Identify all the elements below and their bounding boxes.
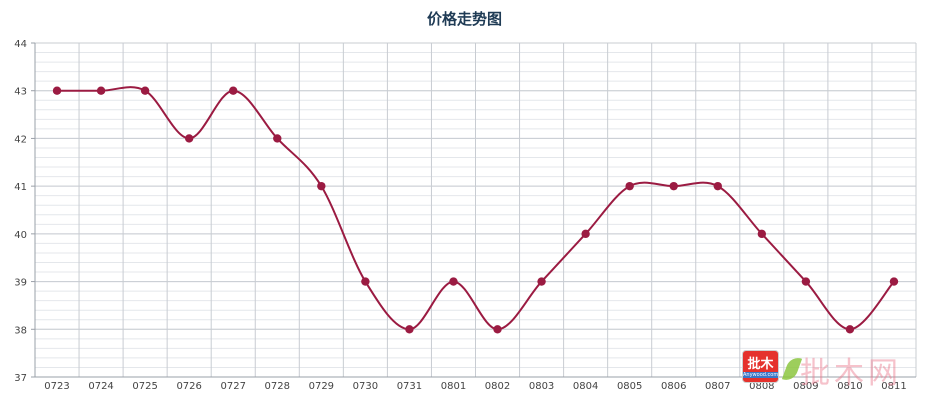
y-tick-label: 42 [14,134,27,145]
x-tick-label: 0811 [881,381,906,392]
watermark-badge-subtext: Anywood.com [743,372,779,378]
y-tick-label: 39 [14,278,27,289]
data-point [229,86,238,95]
y-tick-label: 40 [14,230,27,241]
chart-axes [31,42,916,378]
data-point [493,325,502,334]
major-grid [34,42,917,378]
data-point [757,229,767,239]
data-point [140,86,150,95]
data-point [184,134,194,143]
x-tick-label: 0801 [441,381,466,392]
x-tick-label: 0728 [265,381,290,392]
chart-title: 价格走势图 [426,10,502,28]
x-tick-label: 0804 [573,381,598,392]
y-tick-label: 43 [14,87,27,98]
series-layer [52,86,899,334]
data-point [361,277,370,286]
y-tick-label: 37 [14,373,27,384]
x-tick-label: 0725 [132,381,157,392]
data-point [625,181,634,191]
x-tick-label: 0727 [220,381,245,392]
data-point [405,325,414,334]
data-point [713,181,722,191]
data-point [52,86,62,95]
data-point [273,134,282,143]
data-point [317,181,326,191]
x-tick-label: 0810 [837,381,862,392]
y-tick-label: 38 [14,325,27,336]
data-point [889,277,899,286]
watermark-logo-badge: 批木 Anywood.com [742,350,779,383]
data-point [537,277,546,286]
x-tick-label: 0805 [617,381,642,392]
y-axis-ticks: 37 38 39 40 41 42 43 44 [14,39,27,384]
x-tick-label: 0809 [793,381,818,392]
x-tick-label: 0724 [88,381,113,392]
y-tick-label: 41 [14,182,27,193]
x-axis-ticks: 0723 0724 0725 0726 0727 0728 0729 0730 0731 0801… [44,381,906,392]
x-tick-label: 0730 [353,381,378,392]
data-point [845,325,855,334]
x-tick-label: 0807 [705,381,730,392]
data-point [669,181,678,191]
watermark-site-name: 批木网 [800,356,902,391]
x-tick-label: 0808 [749,381,774,392]
data-point [96,86,106,95]
x-tick-label: 0731 [397,381,422,392]
watermark-badge-text: 批木 [747,357,774,372]
x-tick-label: 0729 [309,381,334,392]
x-tick-label: 0802 [485,381,510,392]
data-point [801,277,811,286]
site-watermark: 批木 Anywood.com 批木网 [742,350,912,391]
y-tick-label: 44 [14,39,27,50]
x-tick-label: 0723 [44,381,69,392]
x-tick-label: 0803 [529,381,554,392]
x-tick-label: 0726 [176,381,201,392]
x-tick-label: 0806 [661,381,686,392]
data-point [581,229,590,239]
data-point [449,277,458,286]
